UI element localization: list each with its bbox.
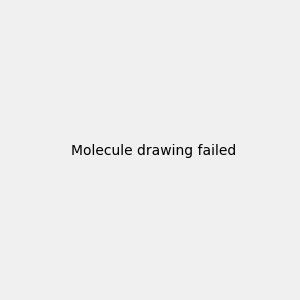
Text: Molecule drawing failed: Molecule drawing failed xyxy=(71,145,236,158)
